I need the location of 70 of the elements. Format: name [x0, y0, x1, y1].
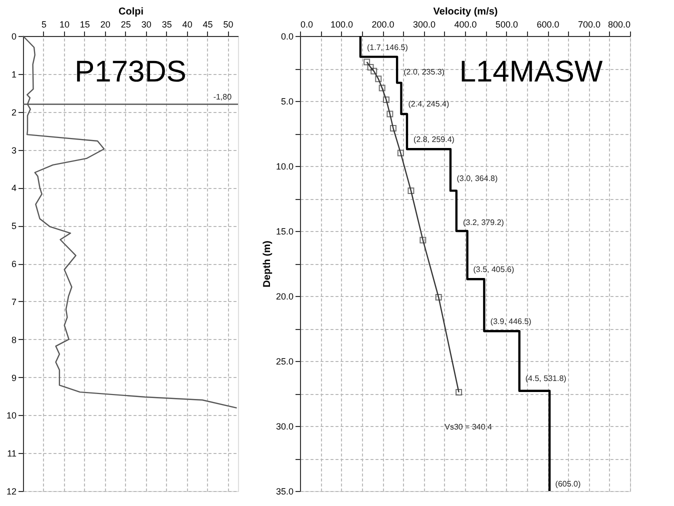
- annotation: (3.9, 446.5): [490, 317, 532, 326]
- x-tick-label: 500.0: [495, 20, 518, 30]
- point: [367, 64, 374, 70]
- x-tick-label: 700.0: [578, 20, 601, 30]
- annotation: (4.5, 531.8): [525, 374, 567, 384]
- point: [378, 84, 386, 92]
- y-tick-label: 15.0: [276, 226, 294, 236]
- x-tick-label: 800.0: [608, 20, 630, 30]
- point: [456, 388, 462, 396]
- y-tick-label: 12: [6, 486, 16, 496]
- x-tick-label: 10: [59, 20, 70, 30]
- x-tick-label: 40: [182, 20, 192, 30]
- point: [386, 110, 394, 118]
- annotation: (2.4, 245.4): [408, 100, 450, 109]
- y-tick-label: 3: [11, 145, 16, 156]
- x-tick-label: 5: [41, 20, 46, 30]
- y-tick-label: 30.0: [276, 422, 294, 432]
- point: [375, 76, 382, 82]
- y-tick-label: 10.0: [276, 162, 294, 172]
- y-tick-label: 0.0: [280, 32, 294, 42]
- point: [364, 58, 370, 66]
- x-tick-label: 0.0: [300, 20, 314, 30]
- y-tick-label: 5.0: [280, 96, 294, 106]
- x-tick-label: 300.0: [412, 20, 436, 30]
- annotation: Vs30 = 340.4: [444, 422, 493, 432]
- annotation: L14MASW: [459, 55, 604, 88]
- y-tick-label: 25.0: [276, 356, 294, 366]
- annotation: (3.2, 379.2): [463, 218, 504, 228]
- annotation: (3.0, 364.8): [456, 174, 498, 183]
- y-tick-label: 20.0: [276, 292, 294, 302]
- point: [408, 187, 414, 194]
- x-tick-label: 30: [141, 20, 152, 30]
- y-tick-label: 11: [7, 448, 16, 459]
- x-tick-label: 200.0: [372, 20, 394, 30]
- point: [370, 68, 378, 74]
- y-tick-label: 6: [11, 259, 16, 269]
- y-tick-label: 35.0: [276, 486, 294, 496]
- x-tick-label: 100.0: [330, 20, 354, 30]
- y-tick-label: 9: [11, 372, 16, 383]
- y-axis-title: Depth (m): [262, 240, 273, 288]
- y-tick-label: 7: [11, 296, 16, 307]
- x-tick-label: 50: [223, 20, 234, 30]
- y-tick-label: 1: [11, 69, 16, 80]
- annotation: (1.7, 146.5): [366, 42, 408, 52]
- point: [390, 125, 396, 132]
- x-tick-label: 600.0: [536, 20, 560, 30]
- annotation: (2.0, 235.3): [404, 67, 445, 76]
- x-tick-label: 15: [80, 20, 90, 30]
- y-tick-label: 10: [6, 410, 16, 421]
- x-tick-label: 25: [120, 20, 131, 30]
- annotation: P173DS: [74, 55, 186, 88]
- y-tick-label: 5: [11, 221, 16, 232]
- y-tick-label: 2: [11, 107, 16, 118]
- annotation: (3.5, 405.6): [473, 264, 514, 274]
- point: [435, 294, 442, 301]
- annotation: (605.0): [555, 480, 581, 489]
- y-tick-label: 0: [11, 32, 16, 42]
- x-tick-label: 20: [100, 20, 110, 30]
- y-tick-label: 4: [11, 183, 16, 194]
- point: [397, 150, 404, 156]
- point: [420, 236, 426, 244]
- x-tick-label: 35: [162, 20, 172, 30]
- point: [382, 96, 390, 103]
- x-tick-label: 400.0: [454, 20, 477, 30]
- x-axis-title: Velocity (m/s): [433, 6, 498, 18]
- annotation: (2.8, 259.4): [414, 135, 455, 144]
- x-axis-title: Colpi: [118, 6, 144, 18]
- y-tick-label: 8: [11, 334, 16, 345]
- annotation: -1,80: [213, 92, 232, 102]
- x-tick-label: 45: [202, 20, 213, 30]
